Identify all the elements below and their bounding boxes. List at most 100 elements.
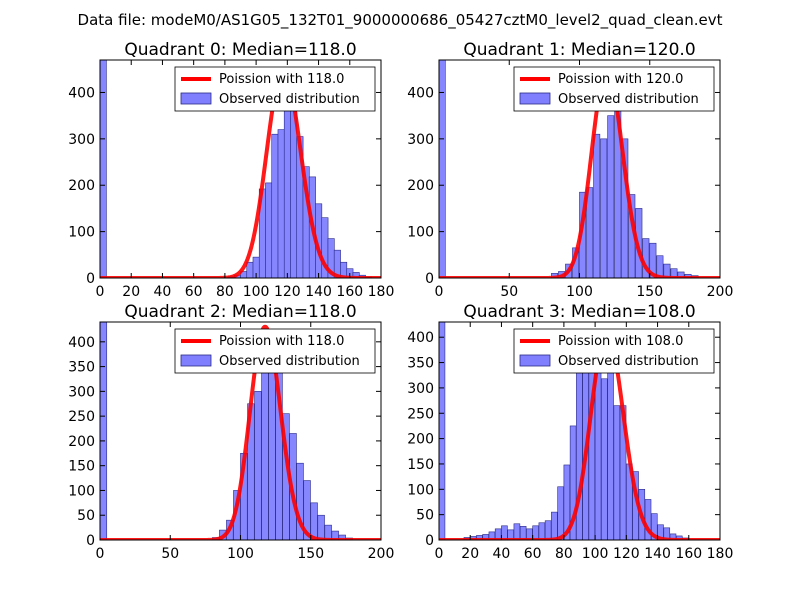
y-tick-label: 350 <box>68 360 95 376</box>
histogram-bar <box>290 106 298 278</box>
histogram-bar <box>482 534 489 540</box>
y-tick-label: 100 <box>407 482 434 498</box>
histogram-bar <box>663 527 671 540</box>
legend-label-observed: Observed distribution <box>219 354 360 369</box>
x-tick-label: 40 <box>493 546 511 562</box>
x-tick-label: 120 <box>613 546 640 562</box>
histogram-bar <box>569 425 577 540</box>
histogram-bar <box>277 129 285 278</box>
x-tick-label: 0 <box>435 546 444 562</box>
x-tick-label: 100 <box>582 546 609 562</box>
x-tick-label: 140 <box>644 546 671 562</box>
histogram-bar <box>532 525 539 540</box>
y-tick-label: 50 <box>416 508 434 524</box>
x-tick-label: 140 <box>305 284 332 300</box>
y-tick-label: 150 <box>407 457 434 473</box>
histogram-bar <box>265 182 273 278</box>
x-tick-label: 50 <box>500 284 518 300</box>
y-tick-label: 400 <box>68 85 95 101</box>
y-tick-label: 150 <box>68 459 95 475</box>
histogram-bar <box>254 391 262 540</box>
histogram-bar <box>538 522 546 540</box>
y-tick-label: 100 <box>407 225 434 241</box>
legend: Poission with 108.0 Observed distribution <box>513 328 715 374</box>
histogram-bar <box>586 187 594 278</box>
x-tick-label: 80 <box>555 546 573 562</box>
x-tick-label: 80 <box>216 284 234 300</box>
histogram-bar <box>607 115 615 278</box>
histogram-bar <box>657 524 664 540</box>
y-tick-label: 350 <box>407 356 434 372</box>
histogram-bar <box>338 534 346 540</box>
y-tick-label: 400 <box>407 85 434 101</box>
legend-label-observed: Observed distribution <box>558 354 699 369</box>
histogram-bar <box>261 351 269 540</box>
histogram-bar <box>317 514 325 540</box>
x-tick-label: 0 <box>96 284 105 300</box>
x-tick-label: 50 <box>161 546 179 562</box>
x-tick-label: 60 <box>524 546 542 562</box>
histogram-bar <box>656 255 664 278</box>
figure-title: Data file: modeM0/AS1G05_132T01_90000006… <box>78 11 723 30</box>
legend-label-poisson: Poission with 118.0 <box>219 72 344 87</box>
histogram-bar <box>544 520 552 540</box>
y-tick-label: 50 <box>77 508 95 524</box>
x-tick-label: 180 <box>707 546 734 562</box>
histogram-bar <box>439 322 446 540</box>
x-tick-label: 200 <box>707 284 734 300</box>
legend-bar-swatch <box>180 92 212 105</box>
x-tick-label: 20 <box>461 546 479 562</box>
legend-bar-swatch <box>519 92 551 105</box>
panel-quadrant-0: 0 20 40 60 80 100 120 140 160 1800100200300400Qua… <box>68 40 394 300</box>
panel-title: Quadrant 0: Median=118.0 <box>124 40 356 60</box>
panel-quadrant-2: 0 50 100 150 200 0 50 100 150 200 250 300 350 400 Quad… <box>68 302 394 562</box>
legend-bar-swatch <box>180 354 212 367</box>
y-tick-label: 400 <box>68 335 95 351</box>
histogram-bar <box>607 367 614 540</box>
legend-label-observed: Observed distribution <box>558 92 699 107</box>
histogram-bar <box>283 101 291 278</box>
legend-bar-swatch <box>519 354 551 367</box>
legend-label-observed: Observed distribution <box>219 92 360 107</box>
histogram-bar <box>519 526 527 540</box>
x-tick-label: 150 <box>636 284 663 300</box>
panel-title: Quadrant 1: Median=120.0 <box>463 40 695 60</box>
y-tick-label: 200 <box>407 178 434 194</box>
legend-label-poisson: Poission with 108.0 <box>558 334 683 349</box>
y-tick-label: 250 <box>68 409 95 425</box>
histogram-bar <box>649 242 657 278</box>
y-tick-label: 0 <box>86 533 95 549</box>
panel-quadrant-1: 0 50 100 150 200 0 100 200 300 400 Quadrant 1: Med… <box>407 40 733 300</box>
x-tick-label: 40 <box>154 284 172 300</box>
legend: Poission with 120.0 Observed distribution <box>513 66 715 112</box>
histogram-bar <box>100 60 107 278</box>
x-tick-label: 120 <box>274 284 301 300</box>
x-tick-label: 160 <box>336 284 363 300</box>
x-tick-label: 0 <box>435 284 444 300</box>
histogram-bar <box>613 405 621 540</box>
histogram-bar <box>324 524 332 540</box>
panel-title: Quadrant 2: Median=118.0 <box>124 302 356 322</box>
y-tick-label: 300 <box>407 132 434 148</box>
x-tick-label: 20 <box>122 284 140 300</box>
legend-label-poisson: Poission with 120.0 <box>558 72 683 87</box>
histogram-bar <box>501 525 508 540</box>
histogram-bar <box>100 322 108 540</box>
y-tick-label: 100 <box>68 483 95 499</box>
histogram-bar <box>507 529 514 540</box>
legend: Poission with 118.0 Observed distribution <box>174 66 376 112</box>
panel-quadrant-3: 0 20 40 60 80 100 120 140 160 1800501001502002503… <box>407 302 733 562</box>
x-tick-label: 100 <box>566 284 593 300</box>
y-tick-label: 200 <box>68 178 95 194</box>
x-tick-label: 150 <box>297 546 324 562</box>
histogram-bar <box>576 369 583 540</box>
histogram-bar <box>670 268 678 278</box>
y-tick-label: 300 <box>68 384 95 400</box>
y-tick-label: 200 <box>68 434 95 450</box>
panel-title: Quadrant 3: Median=108.0 <box>463 302 695 322</box>
y-tick-label: 300 <box>68 132 95 148</box>
histogram-bar <box>271 133 279 278</box>
x-tick-label: 200 <box>368 546 395 562</box>
y-tick-label: 100 <box>68 225 95 241</box>
